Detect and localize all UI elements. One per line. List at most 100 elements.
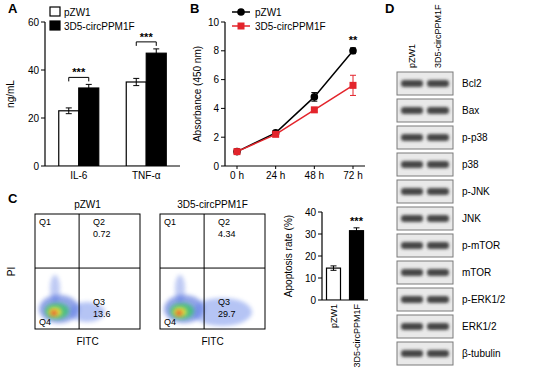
bars xyxy=(59,49,167,166)
blot-frame xyxy=(397,153,453,176)
blot-row xyxy=(397,126,453,149)
y-tick xyxy=(41,118,45,119)
blot-band xyxy=(401,269,423,276)
density-blob xyxy=(176,311,182,316)
y-tick-label: 60 xyxy=(28,17,40,28)
y-axis xyxy=(44,22,45,166)
quadrant-label: Q1 xyxy=(39,217,51,227)
point xyxy=(311,106,318,113)
panel-label: B xyxy=(190,1,199,16)
y-tick-label: 30 xyxy=(305,229,317,240)
density xyxy=(164,275,252,326)
blot-band xyxy=(427,107,449,114)
quadrant-label: Q2 xyxy=(93,217,105,227)
y-tick xyxy=(41,166,45,167)
error-cap xyxy=(66,113,72,114)
protein-label: β-tubulin xyxy=(462,348,501,359)
legend-marker xyxy=(237,8,245,16)
protein-label: p-mTOR xyxy=(462,240,500,251)
blot-band xyxy=(427,323,449,330)
line xyxy=(237,51,353,152)
density-blob xyxy=(173,307,187,317)
error-bar xyxy=(311,93,317,102)
error-bar xyxy=(133,78,139,85)
protein-label: p-p38 xyxy=(462,132,488,143)
bars xyxy=(327,228,364,300)
significance: *** xyxy=(140,31,154,43)
quadrant-line xyxy=(79,214,80,329)
legend-label: 3D5-circPPM1F xyxy=(255,21,326,32)
x-tick-label: 24 h xyxy=(266,170,285,181)
blot-row xyxy=(397,72,453,95)
legend-label: 3D5-circPPM1F xyxy=(64,21,135,32)
x-tick-label: 48 h xyxy=(305,170,324,181)
error-cap xyxy=(86,84,92,85)
error-cap xyxy=(354,227,360,228)
point xyxy=(311,93,319,101)
y-tick-label: 20 xyxy=(305,251,317,262)
blot-row xyxy=(397,153,453,176)
blot-band xyxy=(401,80,423,87)
panel-label: C xyxy=(8,191,18,206)
quadrant-label: Q4 xyxy=(164,317,176,327)
bar xyxy=(59,111,79,166)
blot-row xyxy=(397,180,453,203)
density-blob xyxy=(51,311,57,316)
blot-band xyxy=(427,242,449,249)
y-tick xyxy=(41,22,45,23)
y-tick xyxy=(318,212,322,213)
y-tick-label: 4 xyxy=(213,103,219,114)
y-tick-label: 10 xyxy=(305,273,317,284)
figure: ABCD0204060ng/mLIL-6***TNF-α***pZW13D5-c… xyxy=(0,0,557,380)
quadrant-label: Q3 xyxy=(218,297,230,307)
quadrant-line xyxy=(160,268,265,269)
error-stem xyxy=(333,266,334,270)
y-tick xyxy=(221,137,225,138)
blot-band xyxy=(401,134,423,141)
point xyxy=(350,82,357,89)
y-tick-label: 40 xyxy=(305,207,317,218)
blot-band xyxy=(401,215,423,222)
protein-label: p38 xyxy=(462,159,479,170)
error-bar xyxy=(350,48,356,54)
error-cap xyxy=(86,91,92,92)
quadrant-line xyxy=(204,214,205,329)
y-axis-label: PI xyxy=(6,267,17,276)
blot-band xyxy=(401,296,423,303)
point xyxy=(349,47,357,55)
error-cap xyxy=(133,85,139,86)
legend-marker xyxy=(238,23,245,30)
y-tick-label: 0 xyxy=(310,295,316,306)
quadrant-value: 0.72 xyxy=(93,229,111,239)
blot-row xyxy=(397,342,453,365)
blot-band xyxy=(427,161,449,168)
point xyxy=(233,148,241,156)
quadrant-value: 29.7 xyxy=(218,309,236,319)
error-cap xyxy=(66,107,72,108)
blot-frame xyxy=(397,288,453,311)
blot-row xyxy=(397,99,453,122)
line xyxy=(237,85,353,151)
error-stem xyxy=(356,228,357,234)
significance: *** xyxy=(72,66,86,78)
y-tick xyxy=(221,79,225,80)
x-tick xyxy=(275,166,276,169)
y-tick xyxy=(318,234,322,235)
y-axis-label: Apoptosis rate (%) xyxy=(283,215,294,297)
quadrant-value: 4.34 xyxy=(218,229,236,239)
error-stem xyxy=(68,108,69,114)
protein-label: p-ERK1/2 xyxy=(462,294,506,305)
density-blob xyxy=(50,275,60,303)
x-tick xyxy=(353,166,354,169)
blot-frame xyxy=(397,126,453,149)
point xyxy=(234,148,241,155)
error-cap xyxy=(153,48,159,49)
protein-label: JNK xyxy=(462,213,481,224)
quadrant-label: Q1 xyxy=(164,217,176,227)
x-tick-label: TNF-α xyxy=(132,170,161,181)
x-axis-label: FITC xyxy=(201,336,223,347)
blot-frame xyxy=(397,261,453,284)
error-bar xyxy=(86,84,92,91)
y-tick-label: 10 xyxy=(208,17,220,28)
blot-frame xyxy=(397,234,453,257)
